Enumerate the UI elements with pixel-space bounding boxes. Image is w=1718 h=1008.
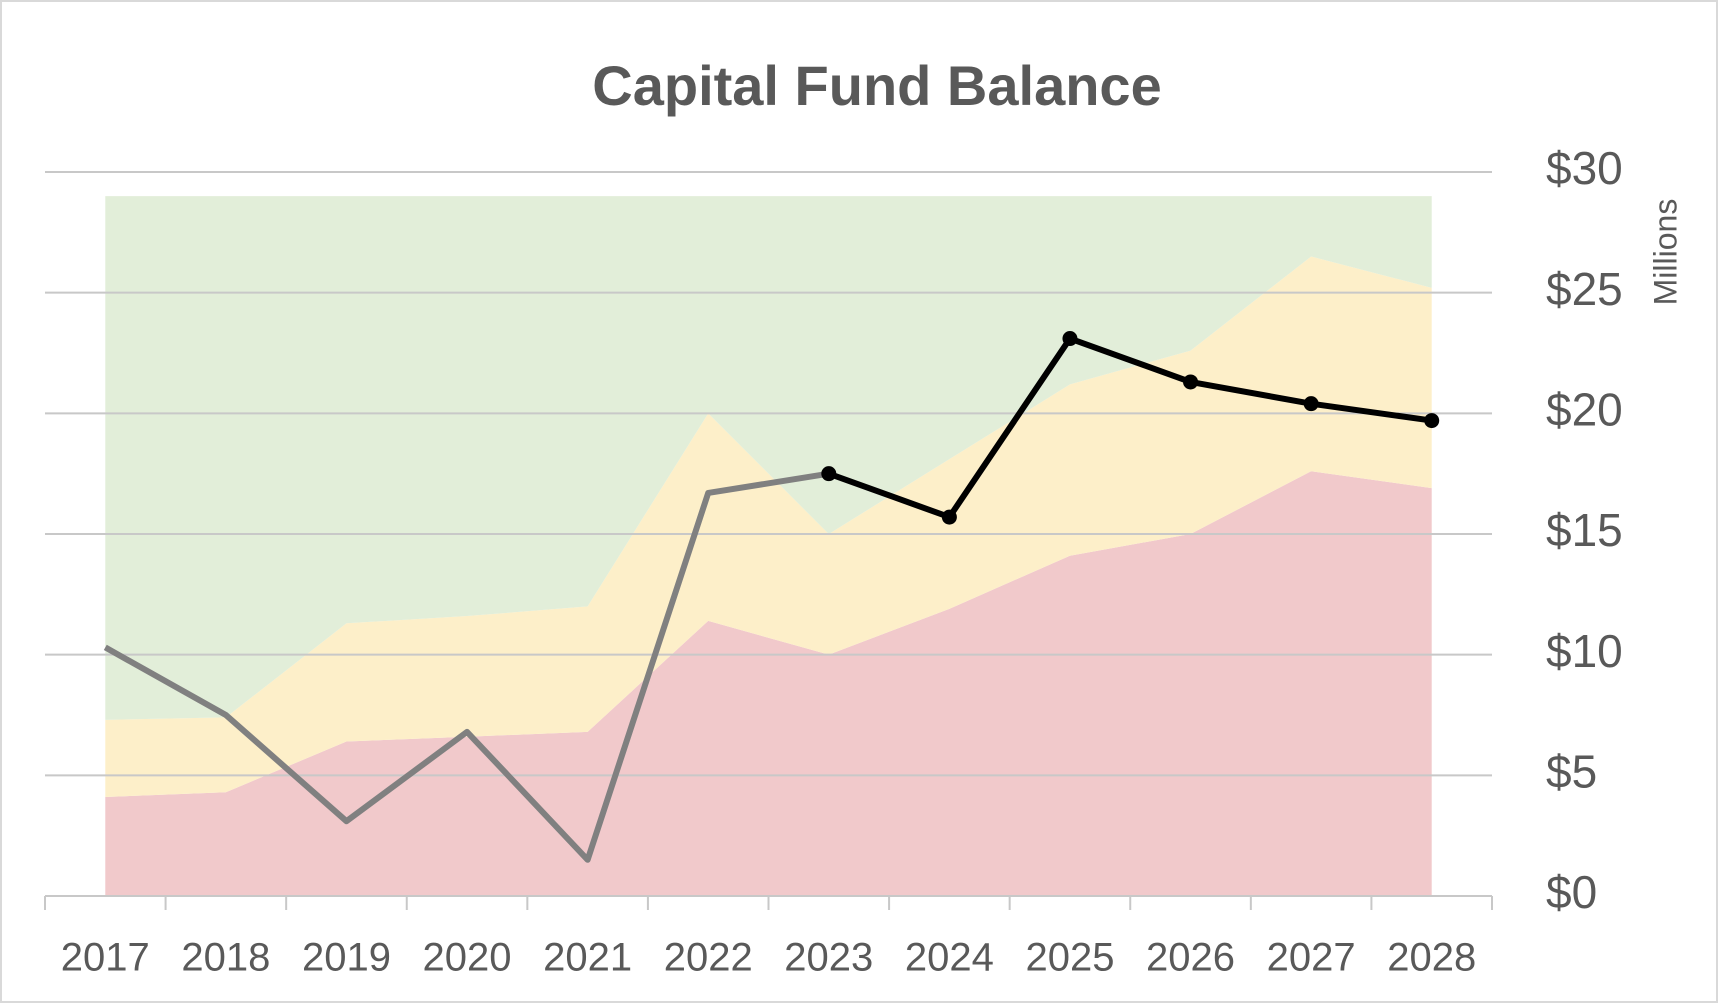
y-tick-label: $10 [1546, 625, 1623, 677]
x-tick-label: 2019 [302, 936, 391, 980]
x-tick-label: 2018 [181, 936, 270, 980]
y-tick-label: $20 [1546, 383, 1623, 435]
marker [1424, 413, 1440, 429]
x-tick-label: 2017 [61, 936, 150, 980]
x-tick-label: 2027 [1267, 936, 1356, 980]
y-tick-label: $30 [1546, 142, 1623, 194]
chart-title: Capital Fund Balance [592, 54, 1161, 117]
area [105, 256, 1432, 798]
y-axis-title: Millions [1647, 199, 1683, 306]
marker [1303, 396, 1319, 412]
area [105, 196, 1432, 720]
y-tick-label: $25 [1546, 263, 1623, 315]
area [105, 471, 1432, 896]
x-tick-label: 2025 [1025, 936, 1114, 980]
marker [941, 509, 957, 525]
x-tick-label: 2023 [784, 936, 873, 980]
marker [821, 466, 837, 482]
marker [1183, 374, 1199, 390]
x-tick-label: 2028 [1387, 936, 1476, 980]
x-tick-label: 2024 [905, 936, 994, 980]
y-tick-label: $15 [1546, 504, 1623, 556]
x-tick-label: 2021 [543, 936, 632, 980]
marker [1062, 331, 1078, 347]
line [103, 470, 830, 863]
x-tick-label: 2022 [664, 936, 753, 980]
y-tick-label: $0 [1546, 866, 1597, 918]
x-tick-label: 2020 [423, 936, 512, 980]
y-tick-label: $5 [1546, 745, 1597, 797]
x-tick-label: 2026 [1146, 936, 1235, 980]
line [827, 335, 1433, 521]
